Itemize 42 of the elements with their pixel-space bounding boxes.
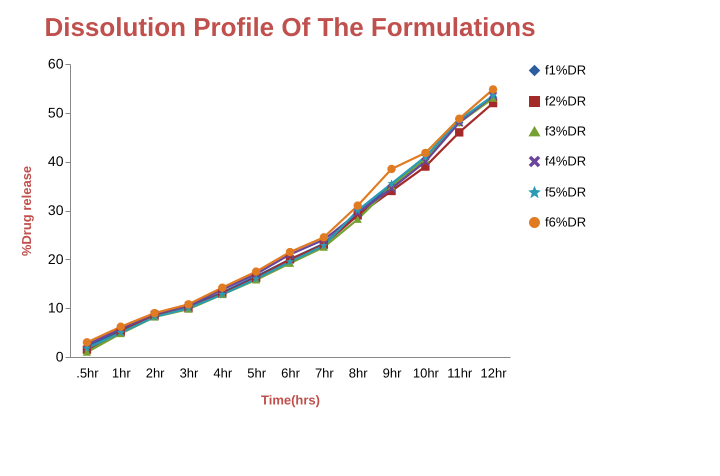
point [82, 338, 92, 347]
x-tick-label: .5hr [76, 366, 100, 380]
point [388, 179, 396, 188]
y-tick-label: 50 [48, 104, 64, 120]
y-tick-label: 0 [56, 348, 64, 364]
point [387, 164, 396, 174]
point [320, 233, 328, 242]
y-tick-label: 40 [48, 153, 64, 170]
y-tick-label: 30 [48, 202, 64, 218]
point [488, 85, 498, 94]
x-tick-label: 10hr [412, 366, 440, 380]
x-tick-label: 5hr [247, 366, 267, 380]
y-tick-label: 20 [48, 250, 64, 267]
x-tick-label: 6hr [281, 366, 301, 380]
legend-label: f1%DR [545, 62, 586, 78]
legend-label: f2%DR [545, 94, 586, 108]
x-tick-label: 9hr [382, 366, 402, 380]
legend-label: f6%DR [545, 214, 586, 230]
legend-label: f4%DR [545, 154, 586, 168]
chart-title: Dissolution Profile Of The Formulations [44, 12, 536, 42]
point [354, 216, 362, 223]
x-tick-label: 7hr [314, 366, 334, 380]
point [421, 157, 430, 166]
point [387, 184, 396, 193]
y-tick-label: 60 [48, 56, 64, 72]
x-tick-label: 12hr [480, 366, 508, 380]
legend-label: f5%DR [545, 184, 586, 200]
legend-label: f3%DR [545, 124, 586, 138]
x-tick-label: 3hr [180, 366, 200, 380]
x-tick-label: 11hr [447, 366, 473, 380]
x-tick-label: 1hr [112, 366, 132, 380]
point [354, 201, 362, 210]
x-tick-label: 2hr [146, 366, 166, 380]
y-axis-title: %Drug release [18, 166, 34, 256]
point [286, 248, 294, 256]
x-tick-label: 4hr [213, 366, 233, 380]
point [421, 148, 430, 158]
point [455, 128, 464, 137]
x-tick-label: 8hr [348, 366, 368, 380]
y-tick-label: 10 [48, 300, 64, 316]
point [252, 267, 260, 276]
x-axis-title: Time(hrs) [261, 392, 320, 408]
